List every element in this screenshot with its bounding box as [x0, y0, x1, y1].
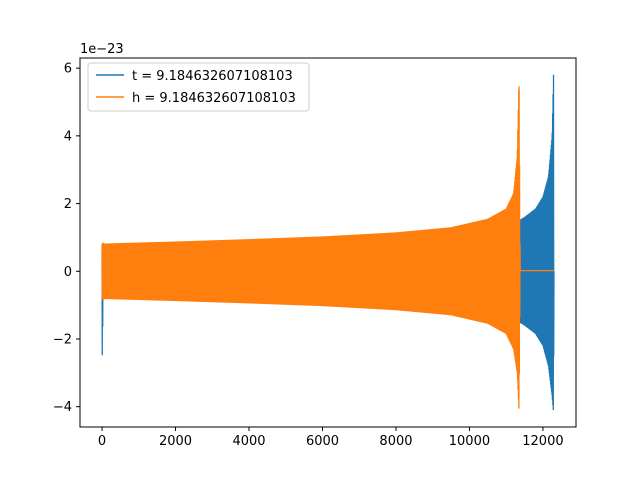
x-tick-label: 8000 — [379, 434, 412, 449]
legend-box — [87, 62, 310, 112]
axes-layer: 0 2000 4000 6000 8000 10000 12000 −4 −2 0 2 4 6 — [53, 57, 577, 449]
y-tick-label: 4 — [64, 129, 72, 144]
y-offset-label: 1e−23 — [80, 42, 124, 57]
y-tick-label: 6 — [64, 62, 72, 77]
y-tick-label: 0 — [64, 265, 72, 280]
y-tick-label: −2 — [53, 332, 72, 347]
series-h — [101, 86, 554, 409]
legend-label: h = 9.184632607108103 — [132, 91, 296, 106]
x-tick-label: 10000 — [449, 434, 490, 449]
x-tick-label: 6000 — [306, 434, 339, 449]
axes-frame — [79, 57, 577, 428]
x-tick-label: 2000 — [159, 434, 192, 449]
y-tick-label: 2 — [64, 197, 72, 212]
legend-label: t = 9.184632607108103 — [132, 69, 293, 84]
x-tick-label: 12000 — [522, 434, 563, 449]
plot-area — [101, 74, 555, 411]
x-tick-label: 0 — [98, 434, 106, 449]
legend: t = 9.184632607108103 h = 9.1846326071081… — [87, 62, 310, 112]
y-tick-label: −4 — [53, 400, 72, 415]
x-tick-label: 4000 — [232, 434, 265, 449]
series-line — [101, 86, 554, 409]
